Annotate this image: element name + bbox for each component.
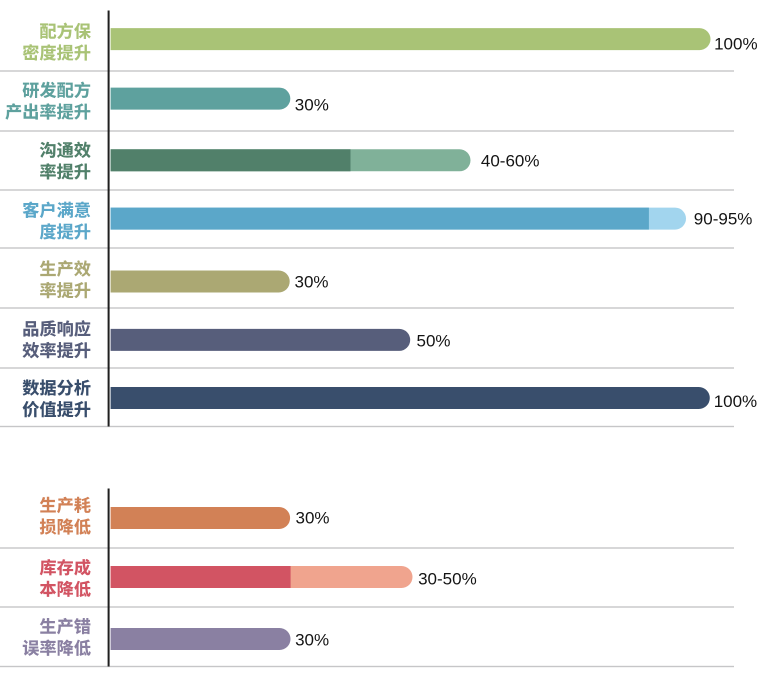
svg-text:100%: 100% [714, 392, 757, 411]
svg-text:90-95%: 90-95% [694, 210, 753, 229]
svg-text:30%: 30% [295, 272, 329, 291]
svg-text:100%: 100% [714, 34, 757, 53]
svg-text:50%: 50% [417, 331, 451, 350]
svg-text:30%: 30% [295, 95, 329, 114]
svg-text:40-60%: 40-60% [481, 152, 540, 171]
svg-text:30%: 30% [295, 630, 329, 649]
svg-text:30%: 30% [296, 509, 330, 528]
svg-text:30-50%: 30-50% [418, 569, 477, 588]
